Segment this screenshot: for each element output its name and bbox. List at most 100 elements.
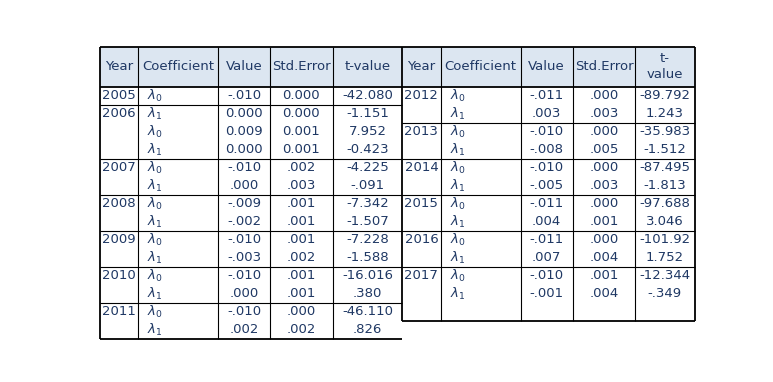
Text: .000: .000 xyxy=(230,287,259,300)
Text: $\lambda_1$: $\lambda_1$ xyxy=(148,105,163,121)
Text: Value: Value xyxy=(226,60,262,73)
Text: -16.016: -16.016 xyxy=(342,269,393,282)
Bar xyxy=(402,141,441,159)
Text: $\lambda_0$: $\lambda_0$ xyxy=(148,303,163,320)
Text: .004: .004 xyxy=(532,215,561,228)
Text: $\lambda_1$: $\lambda_1$ xyxy=(450,142,465,158)
Text: .000: .000 xyxy=(230,179,259,192)
Bar xyxy=(402,320,441,338)
Bar xyxy=(218,123,270,141)
Bar xyxy=(138,231,218,249)
Text: 3.046: 3.046 xyxy=(646,215,684,228)
Bar xyxy=(138,123,218,141)
Text: 2006: 2006 xyxy=(102,107,135,120)
Bar xyxy=(138,285,218,303)
Bar xyxy=(520,249,573,267)
Text: -.010: -.010 xyxy=(530,161,564,174)
Text: $\lambda_0$: $\lambda_0$ xyxy=(450,123,466,140)
Text: .826: .826 xyxy=(352,323,382,336)
Bar xyxy=(520,231,573,249)
Bar xyxy=(138,176,218,194)
Bar xyxy=(100,320,138,338)
Bar xyxy=(635,87,694,105)
Bar xyxy=(270,249,332,267)
Bar xyxy=(270,123,332,141)
Bar xyxy=(100,87,138,105)
Bar xyxy=(218,159,270,176)
Text: -42.080: -42.080 xyxy=(342,89,393,102)
Text: -.010: -.010 xyxy=(227,161,261,174)
Text: 2008: 2008 xyxy=(102,197,135,210)
Bar xyxy=(332,141,402,159)
Text: Coefficient: Coefficient xyxy=(444,60,516,73)
Bar xyxy=(270,303,332,320)
Bar xyxy=(441,249,520,267)
Text: $\lambda_1$: $\lambda_1$ xyxy=(148,249,163,265)
Bar xyxy=(100,267,138,285)
Text: .004: .004 xyxy=(590,251,618,264)
Text: 0.001: 0.001 xyxy=(282,143,320,156)
Bar xyxy=(402,212,441,231)
Bar xyxy=(218,285,270,303)
Text: -.010: -.010 xyxy=(530,125,564,138)
Bar xyxy=(332,123,402,141)
Text: 2014: 2014 xyxy=(404,161,438,174)
Bar xyxy=(441,105,520,123)
Bar xyxy=(635,285,694,303)
Text: $\lambda_0$: $\lambda_0$ xyxy=(450,267,466,283)
Text: -.001: -.001 xyxy=(530,287,564,300)
Text: .002: .002 xyxy=(230,323,259,336)
Text: $\lambda_1$: $\lambda_1$ xyxy=(148,142,163,158)
Bar xyxy=(402,267,441,285)
Text: -1.813: -1.813 xyxy=(644,179,686,192)
Bar xyxy=(441,320,520,338)
Bar xyxy=(573,87,635,105)
Bar xyxy=(100,249,138,267)
Text: .003: .003 xyxy=(532,107,561,120)
Bar xyxy=(332,159,402,176)
Bar xyxy=(520,105,573,123)
Bar xyxy=(573,249,635,267)
Bar xyxy=(138,159,218,176)
Bar xyxy=(100,105,138,123)
Text: -.005: -.005 xyxy=(530,179,564,192)
Text: .001: .001 xyxy=(589,215,618,228)
Bar xyxy=(635,303,694,320)
Bar xyxy=(441,231,520,249)
Text: -.010: -.010 xyxy=(227,269,261,282)
Bar xyxy=(520,212,573,231)
Text: -4.225: -4.225 xyxy=(346,161,389,174)
Text: $\lambda_0$: $\lambda_0$ xyxy=(148,231,163,248)
Text: $\lambda_0$: $\lambda_0$ xyxy=(148,267,163,283)
Text: -1.151: -1.151 xyxy=(346,107,389,120)
Bar xyxy=(402,105,441,123)
Bar xyxy=(218,105,270,123)
Bar xyxy=(138,194,218,212)
Bar xyxy=(402,285,441,303)
Bar xyxy=(635,123,694,141)
Bar xyxy=(520,123,573,141)
Text: 2010: 2010 xyxy=(102,269,135,282)
Text: 2009: 2009 xyxy=(102,233,135,246)
Bar xyxy=(138,320,218,338)
Bar xyxy=(332,231,402,249)
Text: -89.792: -89.792 xyxy=(639,89,690,102)
Bar xyxy=(218,231,270,249)
Bar xyxy=(402,159,441,176)
Bar xyxy=(270,159,332,176)
Text: -1.512: -1.512 xyxy=(643,143,686,156)
Text: .003: .003 xyxy=(589,179,618,192)
Text: -.010: -.010 xyxy=(227,89,261,102)
Text: -.011: -.011 xyxy=(530,197,564,210)
Text: -.003: -.003 xyxy=(227,251,261,264)
Bar xyxy=(573,159,635,176)
Text: 0.001: 0.001 xyxy=(282,125,320,138)
Bar xyxy=(218,212,270,231)
Text: $\lambda_1$: $\lambda_1$ xyxy=(148,322,163,338)
Text: .001: .001 xyxy=(287,197,316,210)
Bar xyxy=(138,105,218,123)
Bar xyxy=(441,87,520,105)
Bar xyxy=(332,303,402,320)
Bar xyxy=(441,141,520,159)
Bar xyxy=(520,267,573,285)
